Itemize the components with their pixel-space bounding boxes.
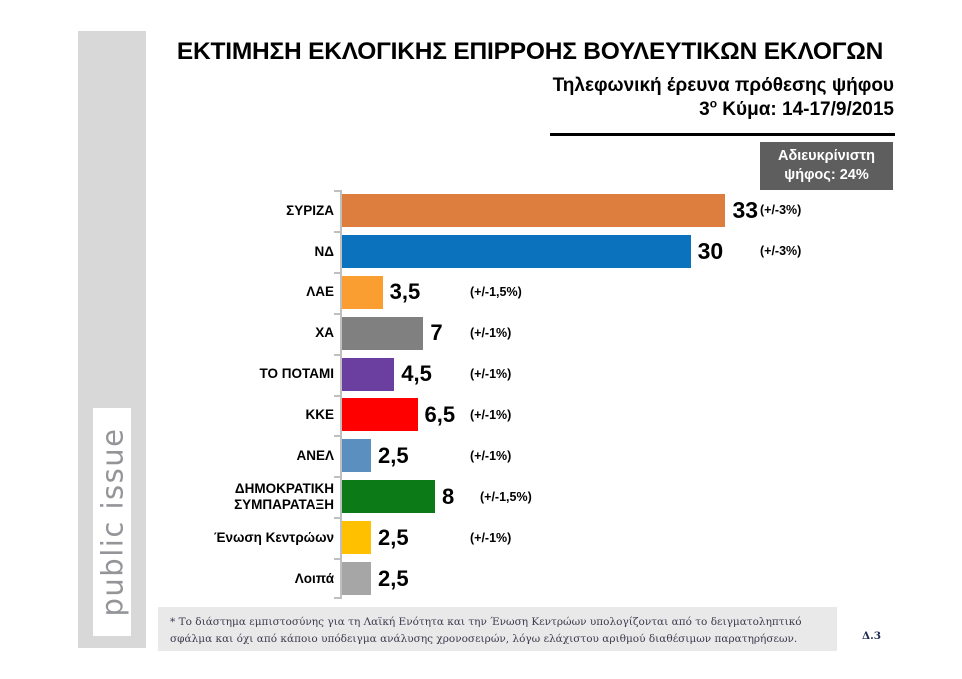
chart-subtitle: Τηλεφωνική έρευνα πρόθεσης ψήφου <box>552 75 894 96</box>
bar-error-margin: (+/-1,5%) <box>480 489 532 504</box>
bar <box>342 562 372 596</box>
bar-value-label: 33 <box>732 196 759 223</box>
header-divider <box>550 133 895 136</box>
bar-and-value: 30 <box>342 231 723 272</box>
bar-category-label: ΝΔ <box>314 243 334 259</box>
bar-value-label: 2,5 <box>378 524 409 550</box>
brand-logo: public issue <box>93 408 131 636</box>
axis-tick <box>334 230 341 233</box>
bar-error-margin: (+/-1%) <box>470 407 512 422</box>
undecided-vote-badge: Αδιευκρίνιστη ψήφος: 24% <box>760 142 893 190</box>
bar-row: Λοιπά 2,5 <box>158 558 898 599</box>
bar <box>342 193 726 227</box>
axis-tick <box>334 476 341 479</box>
bar-row: Ένωση Κεντρώων 2,5 (+/-1%) <box>158 517 898 558</box>
bar-category-label: ΚΚΕ <box>305 407 334 423</box>
bar <box>342 480 435 514</box>
axis-tick <box>334 394 341 397</box>
undecided-label-line2: ψήφος: 24% <box>784 167 869 183</box>
bar-value-label: 2,5 <box>378 442 409 468</box>
axis-tick <box>334 312 341 315</box>
bar-value-label: 7 <box>430 320 443 346</box>
bar-error-margin: (+/-1,5%) <box>470 285 522 300</box>
bar-and-value: 7 <box>342 313 443 354</box>
bar-chart: ΣΥΡΙΖΑ 33 (+/-3%) ΝΔ 30 (+/-3%) ΛΑΕ 3,5 (+/-1,5%… <box>158 190 898 599</box>
wave-number: 3 <box>699 99 710 120</box>
bar-category-label: Ένωση Κεντρώων <box>213 529 334 545</box>
bar-and-value: 3,5 <box>342 272 420 313</box>
bar-error-margin: (+/-3%) <box>760 203 802 218</box>
axis-tick <box>334 517 341 520</box>
bar-row: ΑΝΕΛ 2,5 (+/-1%) <box>158 435 898 476</box>
bar-category-label: ΛΑΕ <box>306 284 334 300</box>
bar-error-margin: (+/-1%) <box>470 448 512 463</box>
bar-row: ΔΗΜΟΚΡΑΤΙΚΗ ΣΥΜΠΑΡΑΤΑΞΗ 8 (+/-1,5%) <box>158 476 898 517</box>
bar-category-label: ΧΑ <box>315 325 334 341</box>
bar-and-value: 2,5 <box>342 517 409 558</box>
axis-tick <box>334 597 341 599</box>
axis-tick <box>334 190 341 192</box>
page-title: ΕΚΤΙΜΗΣΗ ΕΚΛΟΓΙΚΗΣ ΕΠΙΡΡΟΗΣ ΒΟΥΛΕΥΤΙΚΩΝ … <box>176 38 884 65</box>
bar-and-value: 2,5 <box>342 435 409 476</box>
brand-name: public issue <box>95 427 130 617</box>
bar-value-label: 3,5 <box>389 279 421 305</box>
bar <box>342 234 691 268</box>
bar-and-value: 4,5 <box>342 354 432 395</box>
bar <box>342 275 383 309</box>
category-axis <box>340 190 342 599</box>
bar-row: ΣΥΡΙΖΑ 33 (+/-3%) <box>158 190 898 231</box>
bar <box>342 439 372 473</box>
bar-and-value: 6,5 <box>342 395 455 436</box>
bar-row: ΤΟ ΠΟΤΑΜΙ 4,5 (+/-1%) <box>158 353 898 395</box>
axis-tick <box>334 353 341 356</box>
bar-value-label: 30 <box>697 237 724 264</box>
bar-error-margin: (+/-1%) <box>470 367 512 382</box>
bar-category-label: ΔΗΜΟΚΡΑΤΙΚΗ ΣΥΜΠΑΡΑΤΑΞΗ <box>234 481 334 512</box>
wave-ordinal-suffix: ο <box>709 96 718 111</box>
bar <box>342 398 418 432</box>
bar-row: ΧΑ 7 (+/-1%) <box>158 312 898 354</box>
bar-value-label: 2,5 <box>378 565 409 591</box>
bar-error-margin: (+/-1%) <box>470 326 512 341</box>
footnote-text: * Το διάστημα εμπιστοσύνης για τη Λαϊκή … <box>170 616 802 645</box>
bar-category-label: ΑΝΕΛ <box>296 448 334 463</box>
bar <box>342 357 395 391</box>
bar-error-margin: (+/-1%) <box>470 530 512 545</box>
bar-and-value: 33 <box>342 190 758 231</box>
bar-category-label: ΣΥΡΙΖΑ <box>286 202 334 218</box>
bar-row: ΝΔ 30 (+/-3%) <box>158 230 898 272</box>
bar-value-label: 8 <box>441 483 455 509</box>
undecided-label-line1: Αδιευκρίνιστη <box>777 147 876 164</box>
axis-tick <box>334 558 341 561</box>
bar-value-label: 4,5 <box>401 361 432 387</box>
slide-code: Δ.3 <box>862 630 882 642</box>
bar-value-label: 6,5 <box>424 401 456 427</box>
bar <box>342 521 372 555</box>
chart-wave-label: 3ο Κύμα: 14-17/9/2015 <box>699 98 894 121</box>
axis-tick <box>334 271 341 274</box>
bar-row: ΛΑΕ 3,5 (+/-1,5%) <box>158 271 898 313</box>
wave-dates: Κύμα: 14-17/9/2015 <box>717 99 894 120</box>
footnote-background <box>158 607 837 651</box>
bar-category-label: Λοιπά <box>294 570 334 586</box>
bar-category-label: ΤΟ ΠΟΤΑΜΙ <box>259 366 335 382</box>
axis-tick <box>334 435 341 438</box>
bar <box>342 316 424 350</box>
bar-row: ΚΚΕ 6,5 (+/-1%) <box>158 394 898 436</box>
bar-and-value: 2,5 <box>342 558 409 599</box>
bar-error-margin: (+/-3%) <box>760 244 802 259</box>
bar-and-value: 8 <box>342 476 454 517</box>
